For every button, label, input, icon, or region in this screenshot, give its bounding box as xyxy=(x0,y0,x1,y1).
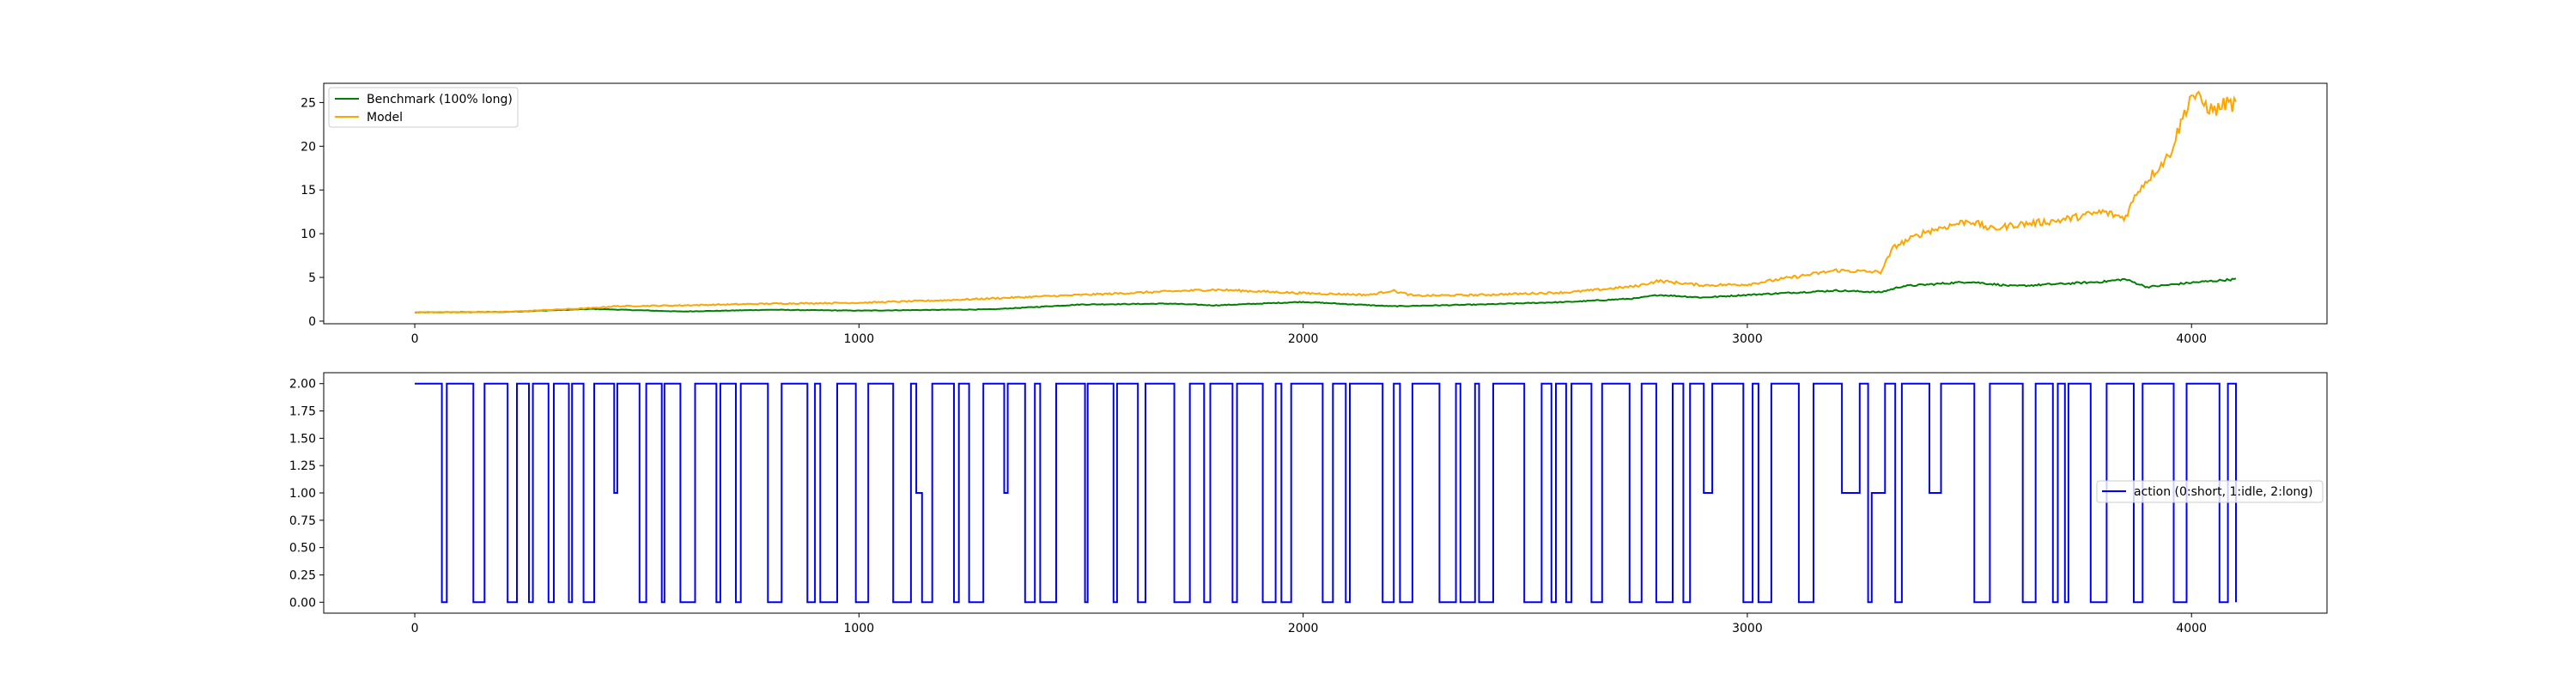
y-tick-label: 25 xyxy=(301,96,316,110)
price-chart-panel: 0 1000 2000 3000 4000 0 5 10 15 20 25 Benchmark (… xyxy=(301,82,2328,346)
legend-label-action: action (0:short, 1:idle, 2:long) xyxy=(2134,485,2313,499)
price-chart-frame xyxy=(323,82,2328,325)
y-tick-label: 0.25 xyxy=(289,568,316,582)
x-tick-label: 4000 xyxy=(2176,332,2207,346)
price-chart-series xyxy=(414,90,2237,314)
action-chart-legend: action (0:short, 1:idle, 2:long) xyxy=(2096,480,2324,503)
x-tick-label: 4000 xyxy=(2176,622,2207,635)
y-tick-label: 1.75 xyxy=(289,405,316,419)
y-tick-label: 15 xyxy=(301,184,316,198)
price-chart-x-ticks: 0 1000 2000 3000 4000 xyxy=(411,324,2207,346)
y-tick-label: 1.50 xyxy=(289,432,316,446)
x-tick-label: 1000 xyxy=(844,332,875,346)
y-tick-label: 2.00 xyxy=(289,378,316,392)
price-chart-legend: Benchmark (100% long) Model xyxy=(328,87,519,128)
action-chart-frame xyxy=(323,372,2328,614)
action-chart-x-ticks: 0 1000 2000 3000 4000 xyxy=(411,613,2207,635)
x-tick-label: 0 xyxy=(411,622,419,635)
y-tick-label: 1.00 xyxy=(289,487,316,501)
price-legend-box xyxy=(328,87,519,128)
y-tick-label: 20 xyxy=(301,140,316,154)
y-tick-label: 5 xyxy=(308,271,316,285)
x-tick-label: 2000 xyxy=(1288,332,1319,346)
action-chart-y-ticks: 0.00 0.25 0.50 0.75 1.00 1.25 1.50 1.75 2.00 xyxy=(289,378,324,610)
x-tick-label: 0 xyxy=(411,332,419,346)
y-tick-label: 0.00 xyxy=(289,596,316,610)
y-tick-label: 0.75 xyxy=(289,514,316,528)
series-line-model xyxy=(414,90,2237,314)
y-tick-label: 1.25 xyxy=(289,459,316,473)
x-tick-label: 3000 xyxy=(1732,332,1763,346)
action-chart-series xyxy=(415,382,2237,604)
action-chart-panel: 0 1000 2000 3000 4000 0.00 0.25 0.50 0.75 1.00 1.… xyxy=(289,372,2328,635)
x-tick-label: 2000 xyxy=(1288,622,1319,635)
x-tick-label: 3000 xyxy=(1732,622,1763,635)
x-tick-label: 1000 xyxy=(844,622,875,635)
legend-label-model: Model xyxy=(367,111,403,125)
price-chart-y-ticks: 0 5 10 15 20 25 xyxy=(301,96,324,329)
action-legend-box xyxy=(2096,480,2324,503)
series-line-benchmark xyxy=(414,277,2237,313)
y-tick-label: 0.50 xyxy=(289,542,316,556)
series-line-action xyxy=(415,382,2237,604)
y-tick-label: 10 xyxy=(301,228,316,241)
legend-label-benchmark: Benchmark (100% long) xyxy=(367,93,513,106)
y-tick-label: 0 xyxy=(308,315,316,329)
